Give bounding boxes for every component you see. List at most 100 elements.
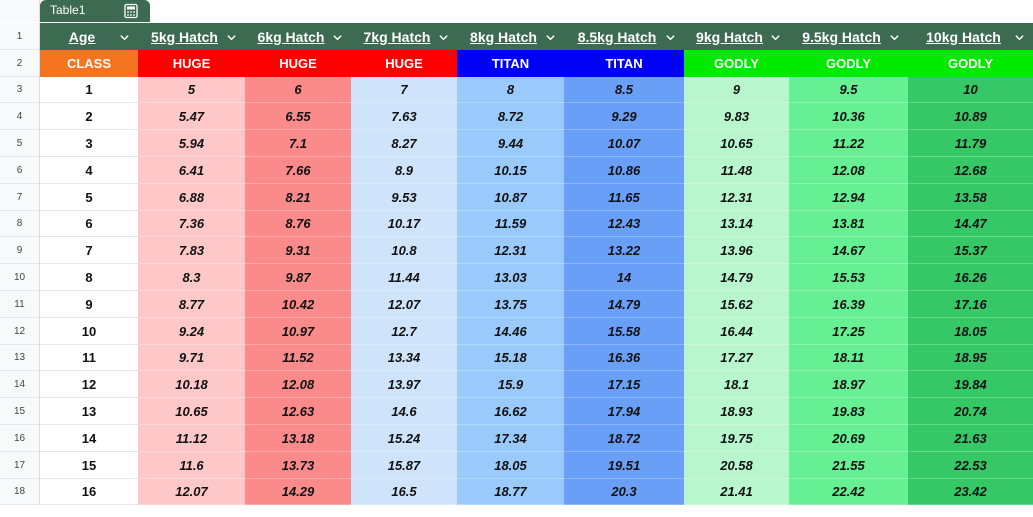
data-cell[interactable]: 16.5 [351,479,457,505]
age-cell[interactable]: 15 [40,452,138,479]
chevron-down-icon[interactable] [332,32,343,43]
row-number[interactable]: 14 [0,371,40,398]
data-cell[interactable]: 14.29 [245,479,351,505]
column-header[interactable]: 9.5kg Hatch [789,23,908,50]
data-cell[interactable]: 19.83 [789,398,908,425]
data-cell[interactable]: 7.36 [138,211,245,237]
data-cell[interactable]: 15.24 [351,425,457,452]
row-number[interactable]: 9 [0,237,40,264]
data-cell[interactable]: 11.59 [457,211,564,237]
age-cell[interactable]: 11 [40,345,138,371]
data-cell[interactable]: 11.65 [564,184,684,211]
data-cell[interactable]: 10.8 [351,237,457,264]
data-cell[interactable]: 20.58 [684,452,789,479]
data-cell[interactable]: 14.79 [684,264,789,291]
class-label[interactable]: TITAN [564,50,684,77]
row-number[interactable]: 3 [0,77,40,103]
data-cell[interactable]: 7.66 [245,157,351,184]
data-cell[interactable]: 11.44 [351,264,457,291]
data-cell[interactable]: 11.48 [684,157,789,184]
data-cell[interactable]: 20.69 [789,425,908,452]
data-cell[interactable]: 11.12 [138,425,245,452]
data-cell[interactable]: 12.7 [351,318,457,345]
data-cell[interactable]: 9.31 [245,237,351,264]
data-cell[interactable]: 13.22 [564,237,684,264]
data-cell[interactable]: 12.08 [245,371,351,398]
class-label[interactable]: GODLY [908,50,1033,77]
data-cell[interactable]: 8.76 [245,211,351,237]
data-cell[interactable]: 22.53 [908,452,1033,479]
row-number[interactable]: 1 [0,23,40,50]
class-label[interactable]: GODLY [684,50,789,77]
data-cell[interactable]: 21.41 [684,479,789,505]
data-cell[interactable]: 16.44 [684,318,789,345]
class-label[interactable]: HUGE [245,50,351,77]
row-number[interactable]: 2 [0,50,40,77]
data-cell[interactable]: 10.87 [457,184,564,211]
data-cell[interactable]: 17.25 [789,318,908,345]
column-header[interactable]: 9kg Hatch [684,23,789,50]
column-header[interactable]: 6kg Hatch [245,23,351,50]
data-cell[interactable]: 12.43 [564,211,684,237]
data-cell[interactable]: 7.1 [245,130,351,157]
data-cell[interactable]: 23.42 [908,479,1033,505]
data-cell[interactable]: 16.36 [564,345,684,371]
data-cell[interactable]: 7.83 [138,237,245,264]
data-cell[interactable]: 8.9 [351,157,457,184]
data-cell[interactable]: 9.53 [351,184,457,211]
age-cell[interactable]: 16 [40,479,138,505]
data-cell[interactable]: 6.55 [245,103,351,130]
row-number[interactable]: 11 [0,291,40,318]
data-cell[interactable]: 14.6 [351,398,457,425]
data-cell[interactable]: 18.97 [789,371,908,398]
data-cell[interactable]: 19.51 [564,452,684,479]
data-cell[interactable]: 12.31 [684,184,789,211]
age-cell[interactable]: 5 [40,184,138,211]
row-number[interactable]: 15 [0,398,40,425]
data-cell[interactable]: 9.71 [138,345,245,371]
data-cell[interactable]: 17.34 [457,425,564,452]
age-cell[interactable]: 3 [40,130,138,157]
data-cell[interactable]: 6.41 [138,157,245,184]
data-cell[interactable]: 7.63 [351,103,457,130]
data-cell[interactable]: 12.08 [789,157,908,184]
data-cell[interactable]: 7 [351,77,457,103]
data-cell[interactable]: 13.75 [457,291,564,318]
data-cell[interactable]: 17.16 [908,291,1033,318]
class-label[interactable]: HUGE [351,50,457,77]
data-cell[interactable]: 12.94 [789,184,908,211]
data-cell[interactable]: 17.94 [564,398,684,425]
data-cell[interactable]: 10.86 [564,157,684,184]
row-number[interactable]: 18 [0,479,40,505]
data-cell[interactable]: 10.17 [351,211,457,237]
chevron-down-icon[interactable] [119,32,130,43]
data-cell[interactable]: 8.27 [351,130,457,157]
class-label[interactable]: TITAN [457,50,564,77]
data-cell[interactable]: 13.73 [245,452,351,479]
data-cell[interactable]: 17.15 [564,371,684,398]
data-cell[interactable]: 15.87 [351,452,457,479]
data-cell[interactable]: 16.39 [789,291,908,318]
data-cell[interactable]: 13.14 [684,211,789,237]
data-cell[interactable]: 18.1 [684,371,789,398]
column-header[interactable]: 10kg Hatch [908,23,1033,50]
data-cell[interactable]: 18.72 [564,425,684,452]
data-cell[interactable]: 6.88 [138,184,245,211]
data-cell[interactable]: 16.26 [908,264,1033,291]
data-cell[interactable]: 21.55 [789,452,908,479]
data-cell[interactable]: 13.18 [245,425,351,452]
data-cell[interactable]: 9.29 [564,103,684,130]
data-cell[interactable]: 8.77 [138,291,245,318]
chevron-down-icon[interactable] [226,32,237,43]
chevron-down-icon[interactable] [545,32,556,43]
data-cell[interactable]: 20.3 [564,479,684,505]
age-cell[interactable]: 8 [40,264,138,291]
age-cell[interactable]: 13 [40,398,138,425]
data-cell[interactable]: 10.65 [138,398,245,425]
data-cell[interactable]: 8.3 [138,264,245,291]
data-cell[interactable]: 18.77 [457,479,564,505]
data-cell[interactable]: 12.68 [908,157,1033,184]
data-cell[interactable]: 5 [138,77,245,103]
data-cell[interactable]: 14.79 [564,291,684,318]
data-cell[interactable]: 9.44 [457,130,564,157]
